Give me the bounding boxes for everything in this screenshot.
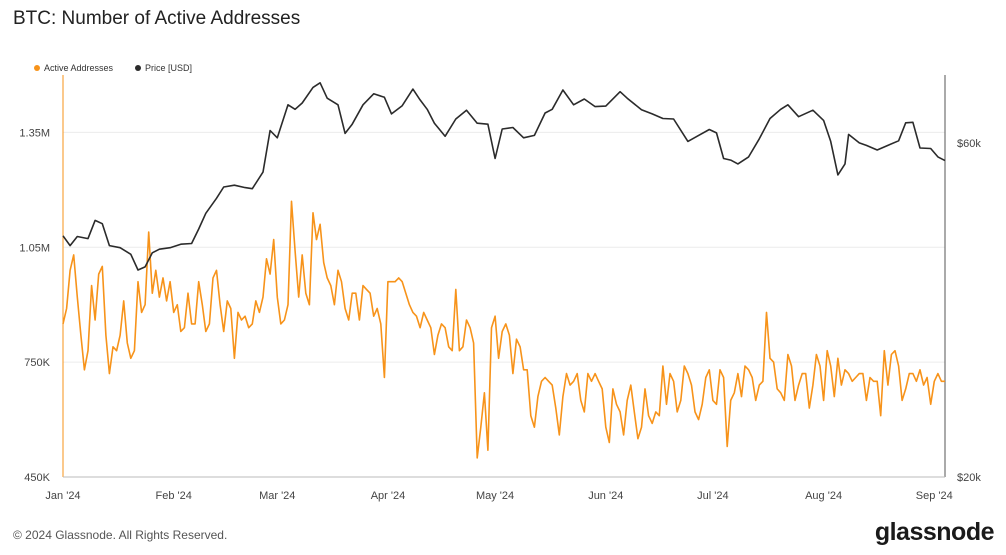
legend-swatch-price xyxy=(135,65,142,71)
x-tick-label: Feb '24 xyxy=(156,490,192,502)
y-right-tick-label: $60k xyxy=(957,138,981,150)
chart-legend: Active Addresses Price [USD] xyxy=(34,63,192,73)
legend-item-active-addresses[interactable]: Active Addresses xyxy=(34,63,113,73)
series-line-price xyxy=(62,82,946,271)
x-tick-label: Mar '24 xyxy=(259,490,295,502)
x-tick-label: Apr '24 xyxy=(371,490,406,502)
y-left-tick-label: 1.05M xyxy=(19,242,50,254)
y-left-tick-label: 450K xyxy=(24,472,50,484)
chart-canvas: 450K 750K 1.05M 1.35M $20k $60k Jan '24 Feb '24… xyxy=(19,75,981,502)
legend-swatch-active-addresses xyxy=(34,65,40,71)
legend-label-price: Price [USD] xyxy=(145,63,193,73)
y-right-tick-label: $20k xyxy=(957,472,981,484)
x-tick-label: Jul '24 xyxy=(697,490,728,502)
legend-label-active-addresses: Active Addresses xyxy=(44,63,114,73)
y-left-tick-label: 750K xyxy=(24,357,50,369)
x-tick-label: May '24 xyxy=(476,490,514,502)
glassnode-logo: glassnode xyxy=(874,518,995,546)
y-left-tick-label: 1.35M xyxy=(19,127,50,139)
x-tick-label: Sep '24 xyxy=(916,490,953,502)
chart-title: BTC: Number of Active Addresses xyxy=(13,8,301,29)
copyright-text: © 2024 Glassnode. All Rights Reserved. xyxy=(13,528,228,542)
x-tick-label: Aug '24 xyxy=(805,490,842,502)
x-tick-label: Jan '24 xyxy=(45,490,80,502)
series-line-active-addresses xyxy=(62,200,945,459)
legend-item-price[interactable]: Price [USD] xyxy=(135,63,192,73)
x-tick-label: Jun '24 xyxy=(588,490,623,502)
